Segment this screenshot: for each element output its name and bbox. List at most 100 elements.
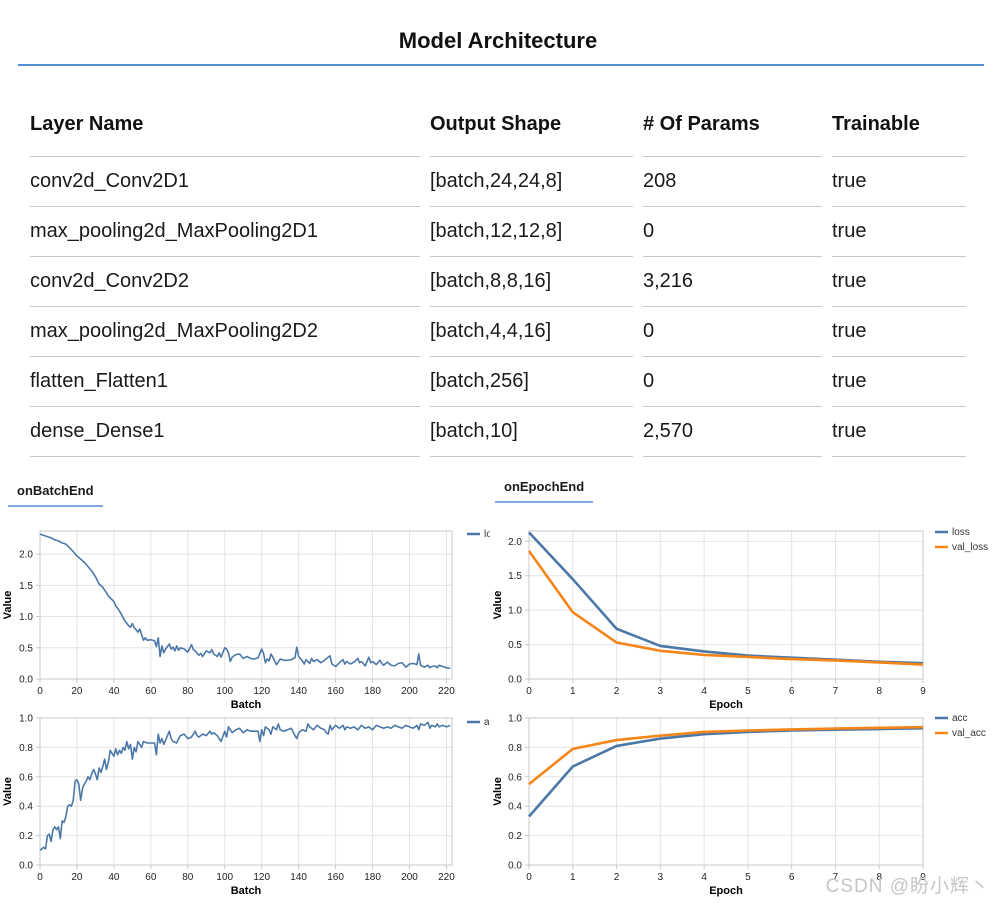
svg-text:8: 8 xyxy=(876,686,882,697)
svg-text:120: 120 xyxy=(253,872,270,883)
line-chart-svg: 0 1 2 3 4 5 6 7 8 9 0.0 0.5 1.0 1.5 2.0 Epoch Value loss v… xyxy=(492,527,988,711)
table-cell: 2,570 xyxy=(643,407,822,457)
svg-text:140: 140 xyxy=(290,686,307,697)
svg-text:220: 220 xyxy=(438,686,455,697)
tab-onbatchend[interactable]: onBatchEnd xyxy=(8,483,103,507)
svg-text:0.4: 0.4 xyxy=(19,802,33,813)
table-cell: true xyxy=(832,257,966,307)
svg-text:6: 6 xyxy=(789,686,795,697)
svg-text:3: 3 xyxy=(658,872,664,883)
table-cell: max_pooling2d_MaxPooling2D2 xyxy=(30,307,420,357)
svg-text:100: 100 xyxy=(216,686,233,697)
table-cell: [batch,12,12,8] xyxy=(430,207,633,257)
svg-text:3: 3 xyxy=(658,686,664,697)
x-axis-title: Epoch xyxy=(709,699,743,711)
legend-label-loss: loss xyxy=(952,527,970,538)
table-cell: true xyxy=(832,207,966,257)
tab-onepochend[interactable]: onEpochEnd xyxy=(495,479,594,503)
svg-text:0.5: 0.5 xyxy=(19,643,33,654)
svg-text:1.5: 1.5 xyxy=(19,581,33,592)
table-cell: 0 xyxy=(643,207,822,257)
y-axis-title: Value xyxy=(492,777,504,806)
svg-text:1.0: 1.0 xyxy=(19,714,33,725)
table-row: dense_Dense1 [batch,10] 2,570 true xyxy=(30,407,966,457)
svg-text:40: 40 xyxy=(108,686,120,697)
legend-label-val_acc: val_acc xyxy=(952,728,986,739)
table-cell: conv2d_Conv2D1 xyxy=(30,157,420,207)
svg-text:180: 180 xyxy=(364,686,381,697)
svg-text:0.8: 0.8 xyxy=(508,743,522,754)
table-cell: true xyxy=(832,157,966,207)
svg-text:6: 6 xyxy=(789,872,795,883)
svg-text:5: 5 xyxy=(745,872,751,883)
svg-text:0: 0 xyxy=(37,872,43,883)
svg-text:100: 100 xyxy=(216,872,233,883)
table-cell: max_pooling2d_MaxPooling2D1 xyxy=(30,207,420,257)
table-cell: 0 xyxy=(643,307,822,357)
legend-label-loss: loss xyxy=(484,529,490,540)
svg-text:1.0: 1.0 xyxy=(508,606,522,617)
chart-epoch-acc: 0 1 2 3 4 5 6 7 8 9 0.0 0.2 0.4 0.6 0.8 1.0 Epoch Value ac… xyxy=(490,711,996,907)
svg-text:0.2: 0.2 xyxy=(19,831,33,842)
page-title: Model Architecture xyxy=(398,28,598,53)
table-row: conv2d_Conv2D2 [batch,8,8,16] 3,216 true xyxy=(30,257,966,307)
series-val_loss xyxy=(527,550,924,666)
watermark: CSDN @盼小辉丶 xyxy=(825,876,990,897)
table-cell: conv2d_Conv2D2 xyxy=(30,257,420,307)
svg-text:1: 1 xyxy=(570,872,576,883)
svg-text:2: 2 xyxy=(614,686,620,697)
svg-text:1: 1 xyxy=(570,686,576,697)
architecture-table-body: conv2d_Conv2D1 [batch,24,24,8] 208 true max_… xyxy=(30,157,966,457)
svg-text:0.0: 0.0 xyxy=(508,861,522,872)
svg-text:20: 20 xyxy=(71,686,83,697)
svg-text:60: 60 xyxy=(145,686,157,697)
table-cell: 3,216 xyxy=(643,257,822,307)
svg-text:0.0: 0.0 xyxy=(19,861,33,872)
chart-epoch-loss: 0 1 2 3 4 5 6 7 8 9 0.0 0.5 1.0 1.5 2.0 Epoch Value loss v… xyxy=(490,523,996,713)
column-header-num-params: # Of Params xyxy=(643,92,822,157)
table-cell: 0 xyxy=(643,357,822,407)
table-cell: 208 xyxy=(643,157,822,207)
table-cell: true xyxy=(832,357,966,407)
svg-text:0.6: 0.6 xyxy=(19,772,33,783)
svg-text:4: 4 xyxy=(701,686,707,697)
svg-text:0: 0 xyxy=(526,686,532,697)
svg-text:120: 120 xyxy=(253,686,270,697)
y-axis-title: Value xyxy=(2,777,14,806)
svg-text:180: 180 xyxy=(364,872,381,883)
svg-text:0.8: 0.8 xyxy=(19,743,33,754)
svg-text:220: 220 xyxy=(438,872,455,883)
svg-text:20: 20 xyxy=(71,872,83,883)
svg-text:9: 9 xyxy=(920,872,926,883)
svg-text:200: 200 xyxy=(401,686,418,697)
svg-text:140: 140 xyxy=(290,872,307,883)
table-cell: [batch,256] xyxy=(430,357,633,407)
svg-text:0.4: 0.4 xyxy=(508,802,522,813)
column-header-layer-name: Layer Name xyxy=(30,92,420,157)
x-axis-title: Epoch xyxy=(709,885,743,897)
svg-text:0: 0 xyxy=(37,686,43,697)
x-axis-title: Batch xyxy=(231,699,262,711)
table-row: conv2d_Conv2D1 [batch,24,24,8] 208 true xyxy=(30,157,966,207)
line-chart-svg: 0 20 40 60 80 100 120 140 160 180 200 220 0.0 0.5 1.0 1… xyxy=(2,529,490,711)
svg-text:40: 40 xyxy=(108,872,120,883)
svg-text:4: 4 xyxy=(701,872,707,883)
svg-text:7: 7 xyxy=(833,872,839,883)
svg-text:7: 7 xyxy=(833,686,839,697)
svg-text:0.0: 0.0 xyxy=(19,675,33,686)
svg-text:0.0: 0.0 xyxy=(508,675,522,686)
y-axis-title: Value xyxy=(492,591,504,620)
table-cell: [batch,10] xyxy=(430,407,633,457)
series-val_acc xyxy=(528,725,924,786)
svg-text:160: 160 xyxy=(327,686,344,697)
legend-label-acc: acc xyxy=(484,717,490,728)
legend-label-val_loss: val_loss xyxy=(952,542,988,553)
svg-text:9: 9 xyxy=(920,686,926,697)
table-cell: true xyxy=(832,307,966,357)
line-chart-svg: 0 1 2 3 4 5 6 7 8 9 0.0 0.2 0.4 0.6 0.8 1.0 Epoch Value ac… xyxy=(492,713,986,897)
series-loss xyxy=(528,531,924,665)
series-acc xyxy=(39,721,451,851)
table-cell: flatten_Flatten1 xyxy=(30,357,420,407)
chart-batch-loss: 0 20 40 60 80 100 120 140 160 180 200 220 0.0 0.5 1.0 1… xyxy=(0,523,490,713)
architecture-table: Layer Name Output Shape # Of Params Trai… xyxy=(20,92,976,457)
